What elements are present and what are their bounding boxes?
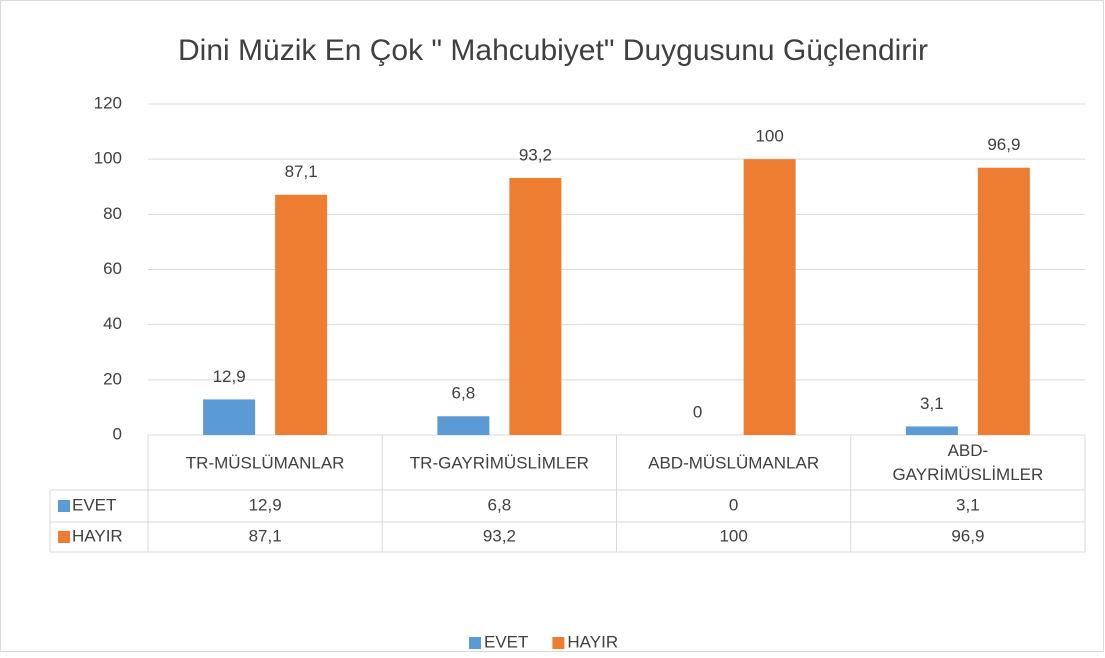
y-tick-label: 100 xyxy=(94,149,122,168)
bar xyxy=(977,167,1030,435)
y-tick-label: 40 xyxy=(103,314,122,333)
bar xyxy=(743,159,796,435)
chart-title: Dini Müzik En Çok " Mahcubiyet" Duygusun… xyxy=(178,34,928,67)
y-tick-label: 20 xyxy=(103,369,122,388)
table-cell: 100 xyxy=(719,526,747,545)
data-label: 6,8 xyxy=(452,384,476,403)
y-tick-label: 80 xyxy=(103,204,122,223)
legend-key xyxy=(469,637,481,649)
table-cell: 3,1 xyxy=(956,495,980,514)
x-tick-label: ABD-GAYRİMÜSLİMLER xyxy=(892,441,1043,484)
table-cell: 93,2 xyxy=(483,526,516,545)
table-cell: 0 xyxy=(729,495,738,514)
table-series-name: EVET xyxy=(72,495,116,514)
table-cell: 6,8 xyxy=(488,495,512,514)
data-label: 93,2 xyxy=(519,145,552,164)
table-cell: 96,9 xyxy=(951,526,984,545)
table-legend-key xyxy=(58,500,70,512)
bar xyxy=(203,399,256,435)
legend-label: HAYIR xyxy=(567,632,618,651)
legend-key xyxy=(552,637,565,649)
data-label: 87,1 xyxy=(285,162,318,181)
y-tick-label: 0 xyxy=(113,424,122,443)
bar xyxy=(905,426,958,435)
bar xyxy=(437,416,490,435)
data-label: 0 xyxy=(693,402,702,421)
table-cell: 12,9 xyxy=(249,495,282,514)
legend-label: EVET xyxy=(484,632,528,651)
y-tick-label: 120 xyxy=(94,93,122,112)
x-tick-label: ABD-MÜSLÜMANLAR xyxy=(648,453,819,472)
bar xyxy=(509,177,562,435)
x-tick-label: TR-MÜSLÜMANLAR xyxy=(186,453,345,472)
table-series-name: HAYIR xyxy=(72,526,123,545)
table-cell: 87,1 xyxy=(249,526,282,545)
y-tick-label: 60 xyxy=(103,259,122,278)
table-legend-key xyxy=(58,531,70,543)
data-label: 100 xyxy=(755,127,783,146)
bar xyxy=(275,194,328,435)
data-label: 3,1 xyxy=(920,394,944,413)
data-label: 96,9 xyxy=(987,135,1020,154)
x-tick-label: TR-GAYRİMÜSLİMLER xyxy=(410,453,589,472)
data-label: 12,9 xyxy=(213,367,246,386)
